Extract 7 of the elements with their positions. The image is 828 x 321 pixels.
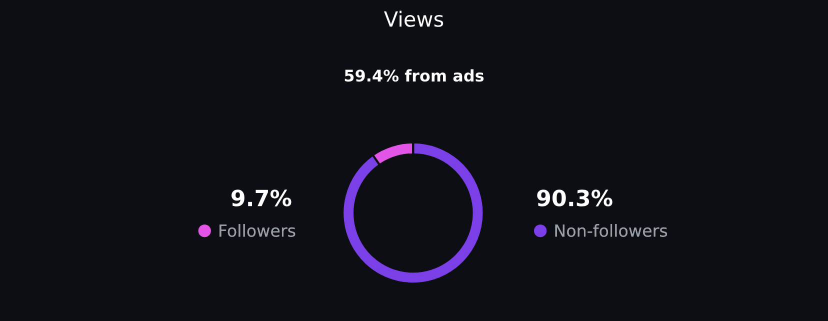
data-label: 90.3% (537, 190, 612, 206)
chart-subtitle: 59.4% from ads (344, 69, 484, 82)
data-label: 9.7% (232, 190, 292, 206)
donut-slice (342, 141, 485, 285)
legend-label: Non-followers (555, 224, 668, 237)
legend-label: Followers (220, 224, 296, 237)
chart-title: Views (384, 10, 444, 27)
